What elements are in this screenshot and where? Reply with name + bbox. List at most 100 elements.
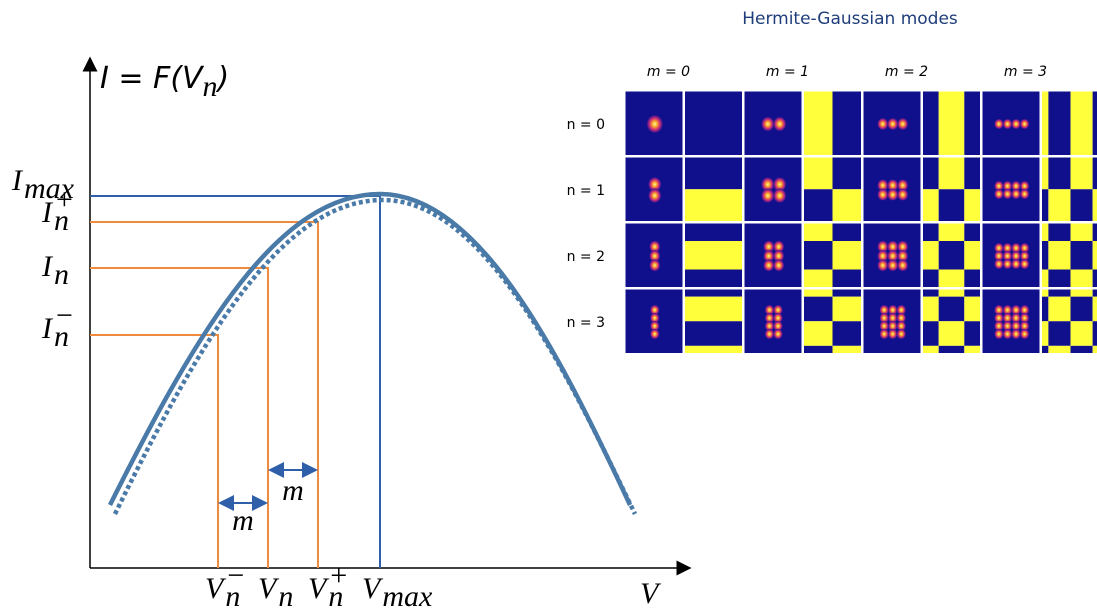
intensity-spot <box>760 116 775 132</box>
intensity-spot <box>879 320 890 332</box>
pattern-region <box>964 289 981 297</box>
intensity-cell <box>743 222 803 288</box>
intensity-spot <box>1011 242 1021 254</box>
intensity-spot <box>887 328 898 340</box>
intensity-spot <box>763 259 775 272</box>
pattern-region <box>938 345 965 354</box>
column-label: m = 1 <box>766 64 809 80</box>
pattern-region <box>1092 240 1097 270</box>
row-label: n = 2 <box>567 249 605 265</box>
pattern-region <box>803 345 833 354</box>
column-label: m = 3 <box>1004 64 1047 80</box>
pattern-region <box>803 296 833 322</box>
intensity-spot <box>772 176 787 192</box>
pattern-region <box>964 345 981 354</box>
intensity-spot <box>1002 180 1013 192</box>
pattern-region <box>1092 223 1097 241</box>
spacing-label: m <box>282 474 304 507</box>
pattern-border <box>1041 90 1097 156</box>
x-label-sub: n <box>225 580 240 613</box>
pattern-region <box>832 240 862 270</box>
pattern-region <box>1070 269 1093 288</box>
intensity-spot <box>773 328 783 340</box>
intensity-spot <box>1002 320 1013 332</box>
intensity-spot <box>1011 304 1021 316</box>
intensity-spot <box>1019 320 1030 332</box>
y-label: I <box>41 250 54 283</box>
intensity-spot <box>897 249 909 263</box>
pattern-region <box>1048 223 1071 241</box>
pattern-region <box>1048 189 1071 222</box>
intensity-spot <box>773 259 785 272</box>
pattern-region <box>803 321 833 346</box>
pattern-border <box>1041 288 1097 354</box>
intensity-spot <box>1011 320 1021 332</box>
intensity-spot <box>1019 304 1030 316</box>
pattern-region <box>803 91 833 156</box>
pattern-region <box>938 157 965 190</box>
intensity-spot <box>877 259 889 272</box>
intensity-spot <box>1002 188 1013 200</box>
intensity-spot <box>647 188 662 204</box>
intensity-spot <box>877 188 889 202</box>
pattern-region <box>1041 223 1049 241</box>
intensity-spot <box>1019 312 1030 324</box>
pattern-region <box>964 269 981 288</box>
pattern-region <box>1041 91 1049 156</box>
pattern-region <box>938 296 965 322</box>
pattern-region <box>684 269 743 288</box>
intensity-spot <box>1019 242 1030 254</box>
pattern-region <box>922 223 939 241</box>
pattern-region <box>1048 289 1071 297</box>
intensity-spot <box>897 117 909 131</box>
intensity-spot <box>647 176 662 192</box>
x-label-sub: n <box>278 580 293 613</box>
modes-grid: m = 0 m = 1 m = 2 m = 3 n = 0 n = 1 n = 2 n = 3 <box>567 64 1097 354</box>
y-label-sup: + <box>54 183 74 216</box>
pattern-region <box>938 240 965 270</box>
intensity-spot <box>649 320 660 332</box>
pattern-region <box>803 157 833 190</box>
pattern-border <box>922 90 981 156</box>
intensity-spot <box>649 304 660 316</box>
pattern-region <box>1041 296 1049 322</box>
pattern-region <box>803 189 833 222</box>
intensity-spot <box>1002 242 1013 254</box>
intensity-spot <box>773 240 785 254</box>
intensity-spot <box>649 249 661 263</box>
intensity-spot <box>773 312 783 324</box>
pattern-region <box>1041 321 1049 346</box>
intensity-spot <box>887 117 899 131</box>
intensity-spot <box>773 320 783 332</box>
x-label: V <box>308 572 330 605</box>
intensity-spot <box>1011 258 1021 270</box>
intensity-spot <box>764 312 775 324</box>
x-label-sup: − <box>225 559 245 592</box>
intensity-spot <box>887 249 899 263</box>
pattern-region <box>922 269 939 288</box>
intensity-spot <box>994 180 1004 192</box>
intensity-spot <box>887 259 899 272</box>
pattern-region <box>964 223 981 241</box>
intensity-cell <box>624 288 684 354</box>
intensity-spot <box>887 320 898 332</box>
operating-lines <box>90 221 319 568</box>
pattern-region <box>938 189 965 222</box>
intensity-spot <box>897 259 909 272</box>
row-label: n = 0 <box>567 117 605 133</box>
pattern-region <box>1041 157 1049 190</box>
intensity-spot <box>887 179 899 192</box>
x-label: V <box>205 572 227 605</box>
intensity-spot <box>649 259 661 272</box>
intensity-spot <box>1019 328 1030 340</box>
pattern-region <box>964 157 981 190</box>
pattern-region <box>1048 345 1071 354</box>
pattern-border <box>1041 156 1097 222</box>
pattern-region <box>1092 269 1097 288</box>
intensity-spot <box>1019 258 1030 270</box>
y-label-sub: max <box>24 172 75 205</box>
intensity-spot <box>772 116 787 132</box>
pattern-region <box>684 223 743 241</box>
pattern-region <box>1048 240 1071 270</box>
pattern-region <box>1041 189 1049 222</box>
